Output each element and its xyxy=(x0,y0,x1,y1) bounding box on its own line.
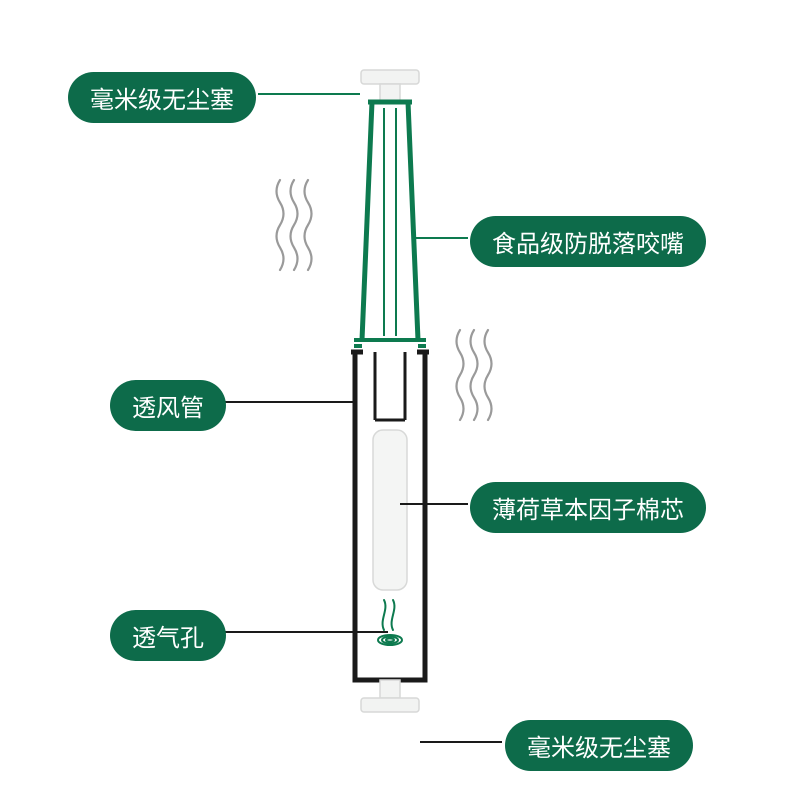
label-tube: 透风管 xyxy=(110,380,226,431)
label-mouthpiece: 食品级防脱落咬嘴 xyxy=(470,216,706,267)
label-vent: 透气孔 xyxy=(110,610,226,661)
label-core: 薄荷草本因子棉芯 xyxy=(470,482,706,533)
label-bottom-cap: 毫米级无尘塞 xyxy=(505,720,693,771)
label-top-cap: 毫米级无尘塞 xyxy=(68,72,256,123)
